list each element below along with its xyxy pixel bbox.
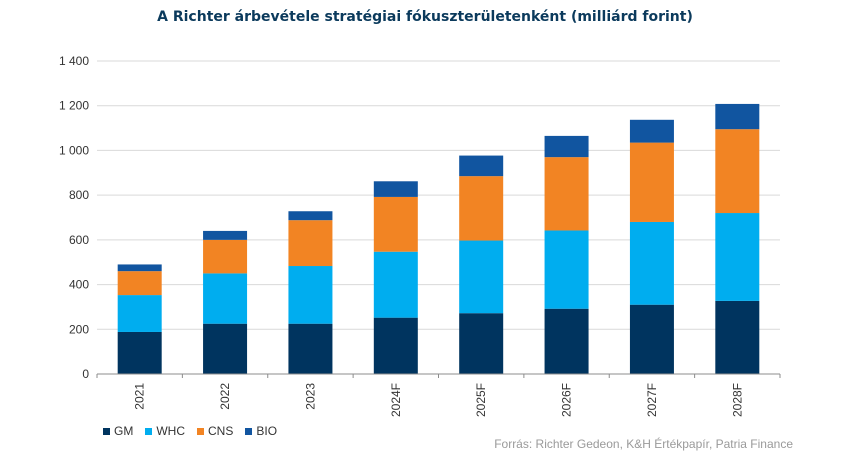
bar-gm bbox=[459, 313, 504, 374]
bar-bio bbox=[117, 264, 162, 272]
bar-bio bbox=[544, 135, 589, 158]
bar-cns bbox=[373, 196, 418, 252]
x-tick-label: 2025F bbox=[474, 383, 488, 417]
bar-whc bbox=[288, 266, 333, 324]
bar-bio bbox=[459, 155, 504, 177]
legend-label: GM bbox=[114, 424, 134, 438]
legend: GM WHC CNS BIO bbox=[103, 424, 277, 438]
legend-item-whc: WHC bbox=[145, 424, 185, 438]
bars bbox=[117, 103, 760, 374]
bar-cns bbox=[117, 271, 162, 296]
legend-label: WHC bbox=[156, 424, 186, 438]
bar-whc bbox=[373, 251, 418, 318]
legend-swatch bbox=[197, 427, 205, 435]
x-tick-label: 2028F bbox=[730, 383, 744, 417]
y-tick-label: 400 bbox=[69, 278, 89, 292]
bar-whc bbox=[203, 273, 248, 324]
x-tick-label: 2022 bbox=[218, 383, 232, 410]
bar-gm bbox=[203, 323, 248, 374]
bar-gm bbox=[715, 300, 760, 374]
axes: 0 200 400 600 800 1 000 1 200 1 400 2021 2022 2023… bbox=[59, 54, 781, 417]
legend-swatch bbox=[103, 427, 110, 435]
bar-bio bbox=[288, 211, 333, 221]
x-tick-label: 2023 bbox=[303, 383, 317, 410]
y-tick-label: 800 bbox=[69, 188, 89, 202]
legend-item-cns: CNS bbox=[197, 424, 233, 438]
bar-cns bbox=[203, 239, 248, 274]
y-tick-label: 1 200 bbox=[59, 99, 89, 113]
bar-gm bbox=[544, 308, 589, 374]
bar-whc bbox=[544, 230, 589, 309]
y-tick-label: 0 bbox=[82, 367, 89, 381]
legend-item-bio: BIO bbox=[245, 424, 277, 438]
x-tick-label: 2026F bbox=[560, 383, 574, 417]
x-tick-label: 2021 bbox=[133, 383, 147, 410]
x-tick-label: 2024F bbox=[389, 383, 403, 417]
bar-cns bbox=[715, 129, 760, 214]
source-note: Forrás: Richter Gedeon, K&H Értékpapír, … bbox=[494, 437, 793, 451]
bar-cns bbox=[288, 220, 333, 267]
y-tick-label: 200 bbox=[69, 322, 89, 336]
bar-whc bbox=[459, 240, 504, 314]
legend-label: CNS bbox=[208, 424, 234, 438]
bar-bio bbox=[715, 103, 760, 130]
bar-gm bbox=[373, 317, 418, 374]
x-tick-label: 2027F bbox=[645, 383, 659, 417]
bar-cns bbox=[544, 157, 589, 231]
bar-whc bbox=[629, 221, 674, 305]
y-tick-label: 600 bbox=[69, 233, 89, 247]
legend-swatch bbox=[145, 427, 153, 435]
bar-whc bbox=[117, 295, 162, 332]
y-tick-label: 1 400 bbox=[59, 54, 89, 68]
legend-label: BIO bbox=[256, 424, 278, 438]
y-tick-label: 1 000 bbox=[59, 143, 89, 157]
legend-swatch bbox=[245, 427, 253, 435]
bar-whc bbox=[715, 213, 760, 301]
bar-bio bbox=[629, 119, 674, 143]
legend-item-gm: GM bbox=[103, 424, 133, 438]
bar-gm bbox=[117, 331, 162, 374]
bar-cns bbox=[629, 142, 674, 222]
bar-gm bbox=[288, 323, 333, 374]
bar-cns bbox=[459, 176, 504, 241]
grid-lines bbox=[97, 60, 780, 330]
bar-bio bbox=[373, 181, 418, 197]
bar-bio bbox=[203, 230, 248, 240]
bar-gm bbox=[629, 304, 674, 374]
chart-title: A Richter árbevétele stratégiai fókuszte… bbox=[157, 9, 693, 25]
